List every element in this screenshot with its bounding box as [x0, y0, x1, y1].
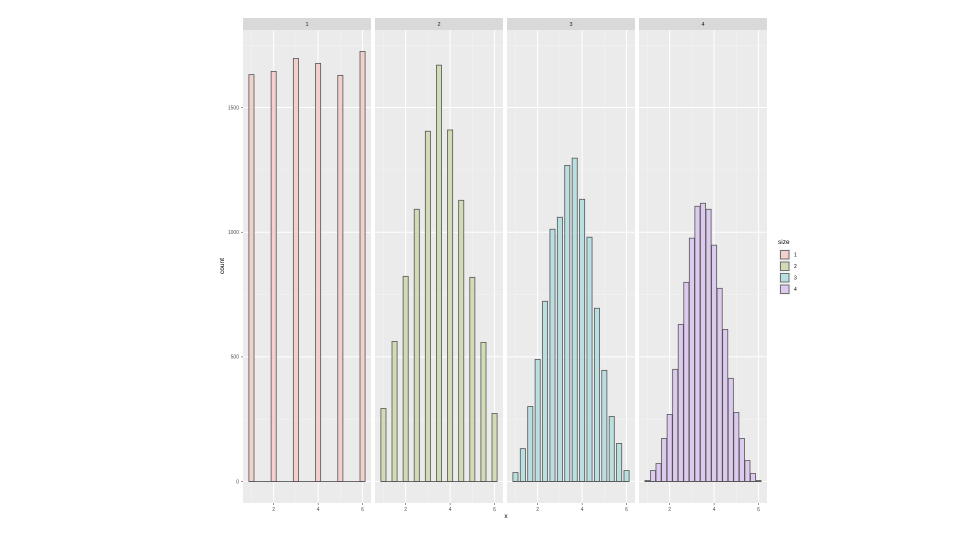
histogram-bar — [733, 412, 740, 482]
x-tick-label: 4 — [713, 507, 716, 513]
legend-title: size — [778, 239, 790, 246]
histogram-bar — [542, 300, 549, 482]
histogram-bar — [683, 281, 690, 482]
x-tick-label: 2 — [272, 507, 275, 513]
histogram-bar — [705, 208, 712, 482]
histogram-bar — [579, 198, 586, 482]
histogram-bar — [491, 413, 498, 482]
y-tick-label: 500 — [231, 355, 240, 361]
y-axis: 0 500 1000 1500 — [228, 105, 243, 485]
facet-strip-label: 3 — [569, 22, 572, 28]
histogram-bar — [527, 406, 534, 482]
histogram-bar — [391, 341, 398, 482]
legend-label: 4 — [794, 287, 797, 293]
histogram-bar — [593, 307, 600, 482]
legend-key-swatch — [780, 261, 790, 271]
histogram-bar — [677, 324, 684, 482]
facet-strip-label: 2 — [437, 22, 440, 28]
histogram-bar — [623, 470, 630, 482]
panel-background — [243, 30, 371, 503]
facet-strip — [375, 18, 503, 30]
histogram-bar — [655, 463, 662, 482]
histogram-bar — [688, 237, 695, 482]
histogram-bar — [337, 74, 344, 482]
legend-key-swatch — [780, 273, 790, 283]
x-tick-label: 6 — [757, 507, 760, 513]
legend-key-swatch — [780, 250, 790, 260]
histogram-bar — [359, 51, 366, 482]
x-tick-label: 6 — [361, 507, 364, 513]
histogram-bar — [586, 236, 593, 482]
histogram-bar — [315, 63, 322, 482]
legend-label: 2 — [794, 264, 797, 270]
x-tick-label: 4 — [449, 507, 452, 513]
histogram-bar — [270, 70, 277, 482]
histogram-bar — [469, 276, 476, 482]
histogram-bar — [722, 329, 729, 482]
histogram-bar — [380, 408, 387, 482]
histogram-bar — [666, 414, 673, 482]
facet-panel-3: 2 4 6 3 — [507, 18, 635, 513]
histogram-bar — [694, 205, 701, 482]
x-tick-label: 2 — [668, 507, 671, 513]
histogram-bar — [616, 443, 623, 482]
facet-strip — [639, 18, 767, 30]
facet-panels: 2 4 6 1 2 4 6 2 2 4 6 3 2 4 6 4 — [243, 18, 767, 513]
facet-panel-4: 2 4 6 4 — [639, 18, 767, 513]
histogram-bar — [661, 438, 668, 482]
histogram-bar — [447, 129, 454, 482]
histogram-bar — [650, 470, 656, 482]
histogram-bar — [700, 202, 706, 482]
legend-label: 3 — [794, 276, 797, 282]
histogram-bar — [738, 438, 745, 482]
x-tick-label: 6 — [493, 507, 496, 513]
histogram-bar — [480, 342, 487, 482]
y-tick-label: 1000 — [228, 230, 239, 236]
x-tick-label: 4 — [317, 507, 320, 513]
histogram-bar — [519, 448, 526, 482]
histogram-bar — [292, 58, 299, 482]
histogram-bar — [750, 473, 756, 482]
legend-label: 1 — [794, 253, 797, 259]
histogram-bar — [672, 368, 679, 482]
histogram-bar — [727, 377, 734, 482]
histogram-bar — [248, 74, 255, 482]
histogram-bar — [512, 472, 519, 482]
y-tick-label: 1500 — [228, 105, 239, 111]
facet-strip — [507, 18, 635, 30]
histogram-bar — [534, 358, 541, 482]
legend-key-swatch — [780, 284, 790, 294]
y-axis-title: count — [219, 258, 226, 274]
facet-strip — [243, 18, 371, 30]
legend: size 1 2 3 4 — [778, 239, 797, 295]
x-axis-title: x — [504, 513, 508, 520]
facet-panel-2: 2 4 6 2 — [375, 18, 503, 513]
histogram-bar — [711, 244, 718, 482]
histogram-bar — [571, 157, 578, 482]
histogram-bar — [413, 208, 420, 482]
facet-panel-1: 2 4 6 1 — [243, 18, 371, 513]
histogram-bar — [564, 164, 571, 482]
histogram-bar — [402, 275, 409, 482]
histogram-bar — [556, 216, 563, 482]
x-tick-label: 6 — [625, 507, 628, 513]
histogram-bar — [601, 369, 608, 482]
facet-strip-label: 1 — [305, 22, 308, 28]
histogram-bar — [716, 287, 723, 482]
x-tick-label: 4 — [581, 507, 584, 513]
histogram-bar — [458, 199, 465, 482]
histogram-bar — [744, 460, 751, 482]
panel-background — [507, 30, 635, 503]
histogram-bar — [549, 228, 556, 482]
facet-strip-label: 4 — [701, 22, 704, 28]
histogram-bar — [436, 64, 442, 482]
y-tick-label: 0 — [236, 479, 239, 485]
x-tick-label: 2 — [536, 507, 539, 513]
x-tick-label: 2 — [404, 507, 407, 513]
histogram-bar — [608, 416, 615, 482]
histogram-bar — [424, 130, 431, 482]
